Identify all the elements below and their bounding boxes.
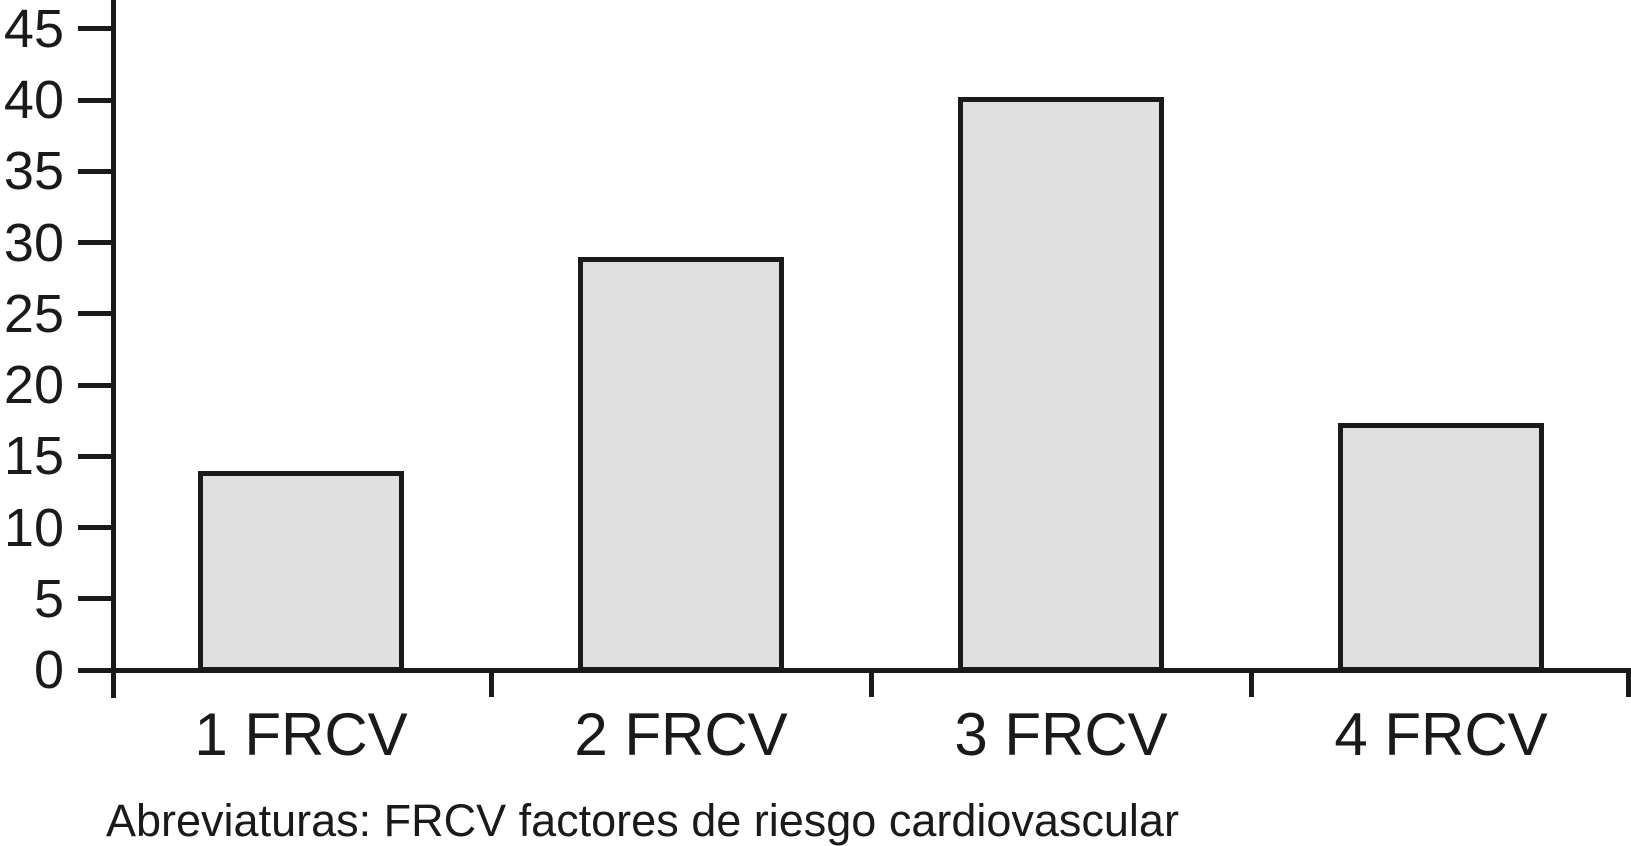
x-tick — [488, 670, 494, 697]
chart-footnote: Abreviaturas: FRCV factores de riesgo ca… — [106, 795, 1179, 846]
y-tick-label: 0 — [33, 640, 64, 700]
bar-1-frcv — [198, 470, 404, 672]
bar-2-frcv — [578, 256, 784, 672]
y-tick — [78, 168, 111, 174]
y-tick — [78, 453, 111, 459]
y-tick — [78, 311, 111, 317]
y-tick-label: 5 — [33, 568, 64, 629]
bar-3-frcv — [958, 97, 1164, 672]
x-category-label: 3 FRCV — [954, 701, 1168, 768]
y-tick — [78, 525, 111, 530]
x-tick — [1248, 670, 1254, 697]
y-tick-label: 45 — [3, 0, 64, 59]
y-tick-label: 30 — [3, 212, 64, 273]
y-tick-label: 35 — [3, 141, 64, 202]
y-tick — [78, 667, 111, 673]
bar-4-frcv — [1338, 423, 1544, 672]
y-tick — [78, 26, 111, 32]
y-tick — [78, 382, 111, 388]
y-tick-label: 40 — [3, 70, 64, 130]
y-tick-label: 15 — [3, 426, 64, 487]
x-tick — [1626, 670, 1631, 697]
y-tick — [78, 596, 111, 602]
x-category-label: 4 FRCV — [1334, 701, 1548, 768]
x-category-label: 1 FRCV — [194, 701, 408, 768]
y-tick — [78, 240, 111, 245]
y-tick-label: 25 — [3, 283, 64, 344]
x-tick — [868, 670, 874, 697]
y-axis-line — [111, 0, 116, 698]
x-category-label: 2 FRCV — [574, 701, 788, 768]
y-tick-label: 20 — [3, 355, 64, 415]
y-tick-label: 10 — [3, 497, 64, 558]
y-tick — [78, 97, 111, 103]
